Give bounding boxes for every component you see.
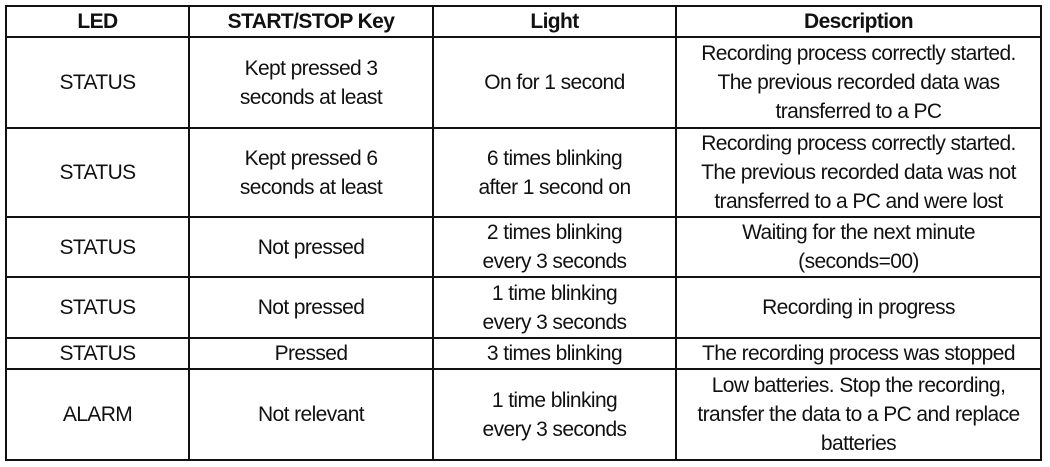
cell-light: 1 time blinking every 3 seconds (432, 276, 677, 339)
cell-light: On for 1 second (432, 36, 677, 129)
cell-description: Recording process correctly started. The… (675, 36, 1042, 129)
led-status-table: LED START/STOP Key Light Description STA… (5, 5, 1042, 461)
cell-description: Recording process correctly started. The… (675, 127, 1042, 218)
cell-key: Kept pressed 6 seconds at least (188, 127, 434, 218)
table-row: STATUS Pressed 3 times blinking The reco… (5, 337, 1042, 370)
cell-light: 6 times blinking after 1 second on (432, 127, 677, 218)
cell-description: Recording in progress (675, 276, 1042, 339)
cell-led: STATUS (5, 216, 190, 278)
table-row: STATUS Kept pressed 6 seconds at least 6… (5, 127, 1042, 218)
header-light: Light (432, 5, 677, 38)
cell-key: Not pressed (188, 216, 434, 278)
header-led: LED (5, 5, 190, 38)
cell-key: Not pressed (188, 276, 434, 339)
cell-key: Not relevant (188, 368, 434, 461)
cell-led: STATUS (5, 36, 190, 129)
cell-light: 2 times blinking every 3 seconds (432, 216, 677, 278)
cell-led: ALARM (5, 368, 190, 461)
cell-description: Low batteries. Stop the recording, trans… (675, 368, 1042, 461)
cell-key: Pressed (188, 337, 434, 370)
cell-led: STATUS (5, 127, 190, 218)
cell-light: 3 times blinking (432, 337, 677, 370)
cell-description: Waiting for the next minute (seconds=00) (675, 216, 1042, 278)
table-row: ALARM Not relevant 1 time blinking every… (5, 368, 1042, 461)
table-row: STATUS Not pressed 1 time blinking every… (5, 276, 1042, 339)
cell-led: STATUS (5, 276, 190, 339)
table-row: STATUS Not pressed 2 times blinking ever… (5, 216, 1042, 278)
cell-led: STATUS (5, 337, 190, 370)
table-row: STATUS Kept pressed 3 seconds at least O… (5, 36, 1042, 129)
header-row: LED START/STOP Key Light Description (5, 5, 1042, 38)
header-start-stop-key: START/STOP Key (188, 5, 434, 38)
cell-key: Kept pressed 3 seconds at least (188, 36, 434, 129)
cell-light: 1 time blinking every 3 seconds (432, 368, 677, 461)
cell-description: The recording process was stopped (675, 337, 1042, 370)
header-description: Description (675, 5, 1042, 38)
